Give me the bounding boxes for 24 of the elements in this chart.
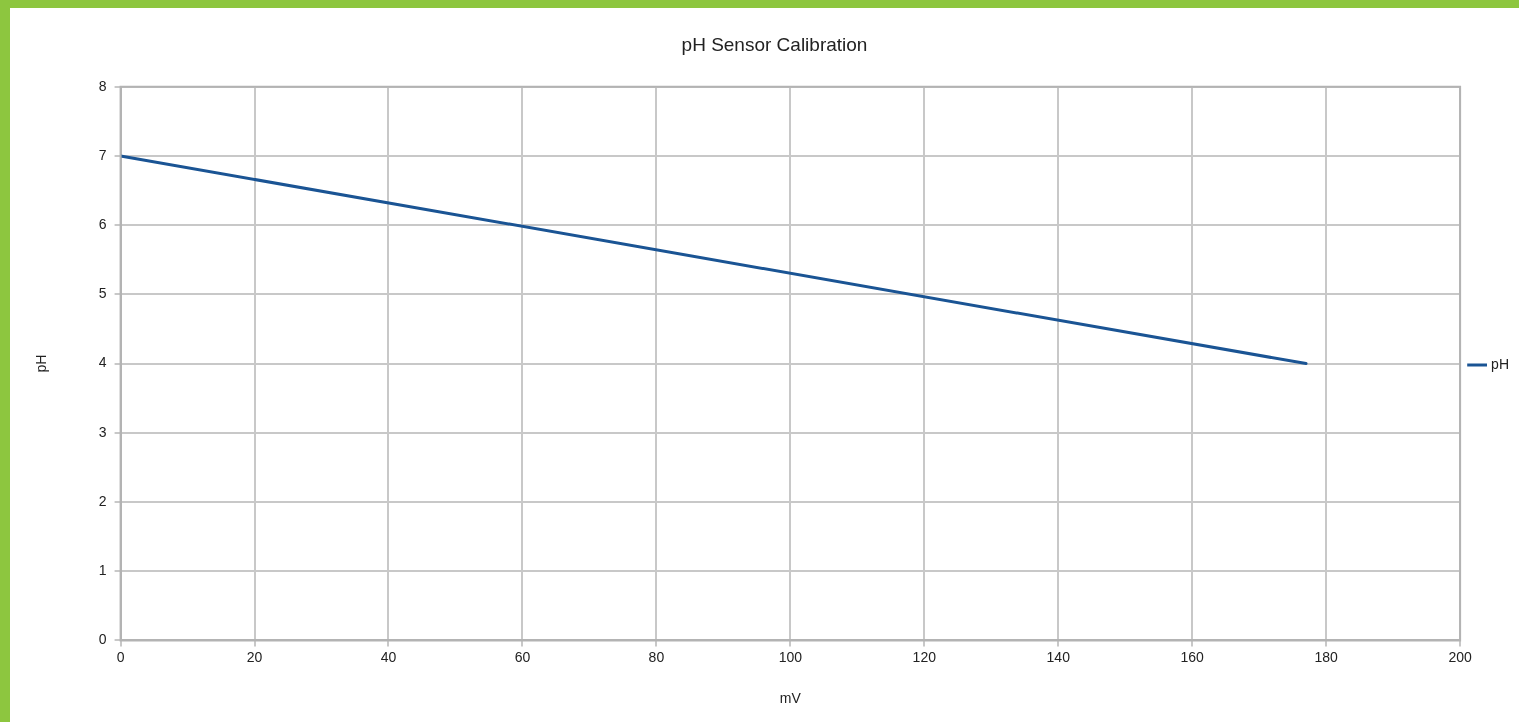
x-tick-label: 200 [1448,648,1472,665]
y-tick-label: 7 [98,146,107,163]
y-axis-title: pH [33,354,50,373]
x-tick-label: 100 [778,648,803,665]
x-tick-label: 20 [246,648,263,665]
y-tick-label: 0 [98,631,107,648]
x-tick-label: 160 [1180,648,1205,665]
x-tick-label: 60 [514,648,531,665]
y-tick-label: 2 [98,492,107,509]
y-tick-label: 6 [98,216,107,233]
x-tick-label: 40 [380,648,397,665]
x-tick-label: 140 [1046,648,1071,665]
y-tick-label: 4 [98,354,107,371]
y-tick-label: 5 [98,285,107,302]
x-tick-label: 80 [648,648,665,665]
x-tick-label: 120 [912,648,937,665]
x-axis-title: mV [779,690,802,707]
y-tick-label: 1 [98,562,107,579]
legend-label: pH [1491,355,1510,372]
y-tick-label: 3 [98,423,107,440]
x-tick-label: 0 [116,648,125,665]
x-tick-label: 180 [1314,648,1339,665]
y-tick-label: 8 [98,77,107,94]
chart-title: pH Sensor Calibration [681,33,868,55]
